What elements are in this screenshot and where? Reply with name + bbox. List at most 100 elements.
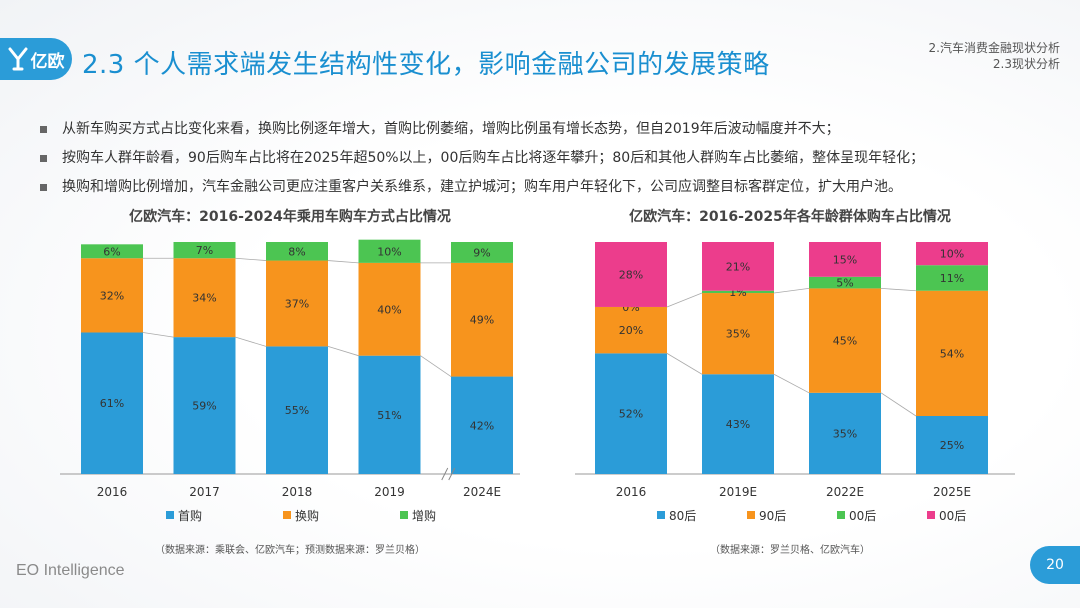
data-label: 10%: [377, 245, 401, 258]
x-tick-label: 2025E: [933, 485, 971, 499]
data-label: 45%: [833, 335, 857, 348]
data-label: 20%: [619, 324, 643, 337]
data-label: 40%: [377, 303, 401, 316]
bar-segment-2016-1: [81, 258, 143, 333]
x-tick-label: 2017: [189, 485, 220, 499]
legend-swatch: [657, 511, 665, 519]
data-label: 52%: [619, 408, 643, 421]
data-label: 8%: [288, 245, 305, 258]
data-label: 51%: [377, 409, 401, 422]
data-label: 5%: [836, 277, 853, 290]
trend-connector: [880, 392, 917, 417]
data-label: 37%: [285, 297, 309, 310]
legend-label: 增购: [412, 508, 436, 523]
trend-connector: [666, 292, 703, 308]
purchase-method-chart: 61% 32% 6% 2016 59% 34% 7% 2017 55% 37% 8% 2018 51% 4…: [60, 239, 520, 523]
data-label: 54%: [940, 347, 964, 360]
chart-2-source: （数据来源：罗兰贝格、亿欧汽车）: [710, 545, 870, 556]
breadcrumb-section: 2.汽车消费金融现状分析: [928, 41, 1060, 55]
x-tick-label: 2022E: [826, 485, 864, 499]
legend-label: 90后: [759, 509, 786, 523]
bar-segment-2024E-2: [451, 242, 513, 263]
trend-connector: [327, 346, 359, 357]
data-label: 43%: [726, 418, 750, 431]
breadcrumb: 2.汽车消费金融现状分析 2.3现状分析: [929, 40, 1060, 72]
axis-break: [448, 467, 456, 481]
x-tick-label: 2018: [282, 485, 313, 499]
bar-segment-2017-2: [173, 242, 236, 259]
page-number: 20: [1030, 546, 1080, 584]
legend-label: 80后: [669, 509, 696, 523]
bullet-item: 从新车购买方式占比变化来看，换购比例逐年增大，首购比例萎缩，增购比例虽有增长态势…: [38, 115, 1058, 144]
bar-segment-2016-2: [81, 244, 143, 259]
bar-segment-2019-2: [358, 239, 421, 263]
bar-segment-2025E-2: [916, 265, 988, 291]
bar-segment-2018-1: [266, 260, 328, 347]
bar-segment-2019-1: [358, 262, 421, 356]
footer-brand: EO Intelligence: [16, 562, 125, 579]
legend-swatch: [747, 511, 755, 519]
trend-connector: [327, 260, 359, 264]
bar-segment-2024E-1: [451, 262, 513, 377]
data-label: 28%: [619, 268, 643, 281]
x-tick-label: 2024E: [463, 485, 501, 499]
trend-connector: [666, 353, 703, 375]
data-label: 55%: [285, 404, 309, 417]
bar-segment-2016-0: [81, 332, 143, 474]
data-label: 6%: [103, 245, 120, 258]
bar-segment-2016-1: [595, 306, 667, 354]
bar-segment-2022E-1: [809, 288, 881, 393]
legend-swatch: [400, 511, 408, 519]
data-label: 35%: [833, 427, 857, 440]
data-label: 35%: [726, 328, 750, 341]
age-group-chart: 52%20%0%28%201643%35%1%21%2019E35%45%5%1…: [575, 242, 1015, 523]
data-label: 25%: [940, 439, 964, 452]
data-label: 9%: [473, 246, 490, 259]
bar-segment-2019E-3: [702, 242, 774, 291]
data-label: 15%: [833, 253, 857, 266]
bar-segment-2019E-1: [702, 293, 774, 375]
data-label: 61%: [100, 397, 124, 410]
legend-label: 换购: [295, 508, 319, 523]
bullet-item: 按购车人群年龄看，90后购车占比将在2025年超50%以上，00后购车占比将逐年…: [38, 144, 1058, 173]
x-tick-label: 2019: [374, 485, 405, 499]
trend-connector: [420, 355, 452, 377]
summary-bullets: 从新车购买方式占比变化来看，换购比例逐年增大，首购比例萎缩，增购比例虽有增长态势…: [38, 115, 1058, 202]
legend-label: 首购: [178, 508, 202, 523]
breadcrumb-subsection: 2.3现状分析: [992, 57, 1060, 71]
bar-segment-2017-0: [173, 337, 236, 474]
legend-swatch: [166, 511, 174, 519]
chart-2-title: 亿欧汽车：2016-2025年各年龄群体购车占比情况: [629, 209, 951, 225]
bar-segment-2019-0: [358, 355, 421, 474]
data-label: 7%: [196, 244, 213, 257]
chart-1-source: （数据来源：乘联会、亿欧汽车；预测数据来源：罗兰贝格）: [155, 545, 425, 556]
data-label: 21%: [726, 260, 750, 273]
trend-connector: [235, 257, 267, 261]
bar-segment-2022E-2: [809, 276, 881, 289]
trend-connector: [773, 373, 810, 394]
legend-swatch: [283, 511, 291, 519]
bar-segment-2016-3: [595, 242, 667, 307]
bullet-item: 换购和增购比例增加，汽车金融公司更应注重客户关系维系，建立护城河；购车用户年轻化…: [38, 173, 1058, 202]
bar-segment-2019E-0: [702, 374, 774, 474]
legend-swatch: [927, 511, 935, 519]
x-tick-label: 2016: [616, 485, 647, 499]
bar-segment-2022E-0: [809, 392, 881, 474]
axis-break: [441, 467, 449, 481]
bar-segment-2019E-2: [702, 290, 774, 294]
data-label: 34%: [192, 292, 216, 305]
trend-connector: [880, 288, 917, 292]
bar-segment-2025E-0: [916, 416, 988, 474]
legend-label: 00后: [849, 509, 876, 523]
data-label: 59%: [192, 400, 216, 413]
chart-1-title: 亿欧汽车：2016-2024年乘用车购车方式占比情况: [129, 209, 451, 225]
legend-label: 00后: [939, 509, 966, 523]
trend-connector: [773, 288, 810, 294]
bar-segment-2017-1: [173, 258, 236, 338]
page-title: 2.3 个人需求端发生结构性变化，影响金融公司的发展策略: [82, 50, 770, 80]
x-tick-label: 2019E: [719, 485, 757, 499]
trend-connector: [142, 332, 174, 338]
legend-swatch: [837, 511, 845, 519]
data-label: 49%: [470, 314, 494, 327]
trend-connector: [235, 336, 267, 347]
